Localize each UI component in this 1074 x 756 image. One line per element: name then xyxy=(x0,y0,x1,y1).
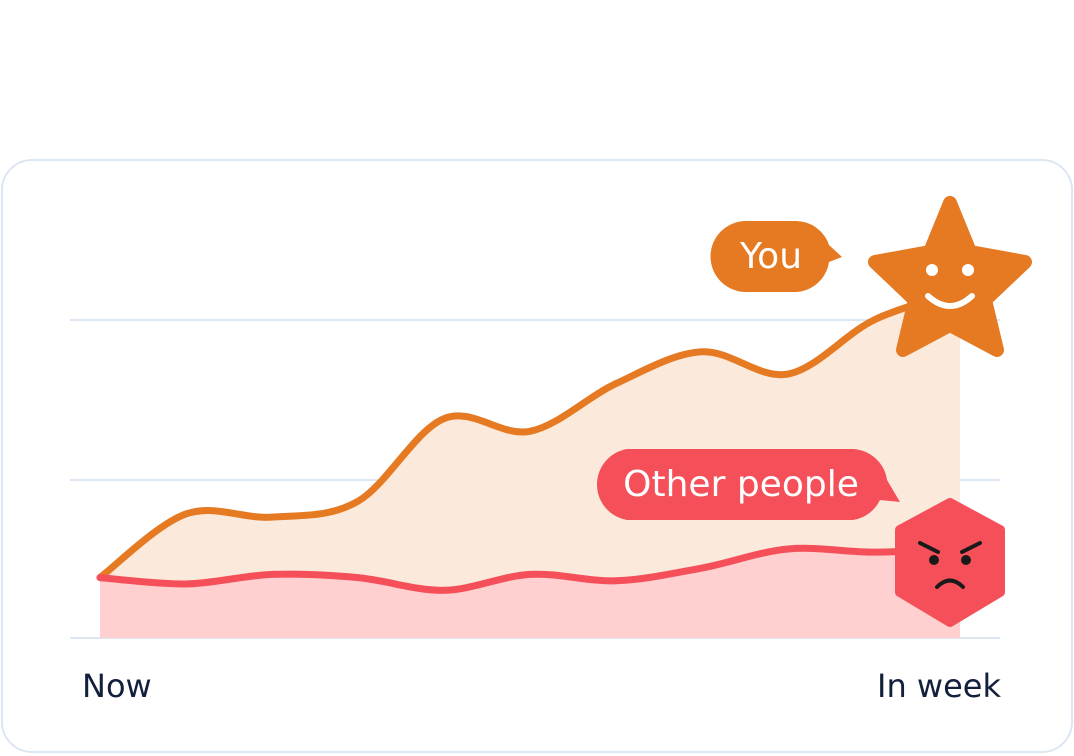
x-tick-label: In week xyxy=(877,667,1001,705)
icons xyxy=(868,196,1032,627)
legend-bubble xyxy=(596,449,900,520)
brows xyxy=(918,541,982,554)
line xyxy=(96,544,964,594)
legend-label: You xyxy=(739,236,802,277)
area xyxy=(100,548,960,638)
legend-label: Other people xyxy=(623,464,859,505)
legend-bubble xyxy=(710,221,842,292)
x-tick-label: Now xyxy=(82,667,152,705)
star-icon xyxy=(868,196,1032,357)
legend: You Other people xyxy=(596,221,900,520)
frown xyxy=(935,578,965,589)
eye xyxy=(962,264,974,276)
eye xyxy=(961,555,971,565)
hex-icon xyxy=(895,498,1005,627)
smile xyxy=(925,293,975,309)
line xyxy=(96,287,964,582)
eye xyxy=(926,264,938,276)
x-labels: Now In week xyxy=(82,667,1001,705)
eye xyxy=(929,555,939,565)
plot xyxy=(96,287,964,638)
area xyxy=(100,291,960,638)
